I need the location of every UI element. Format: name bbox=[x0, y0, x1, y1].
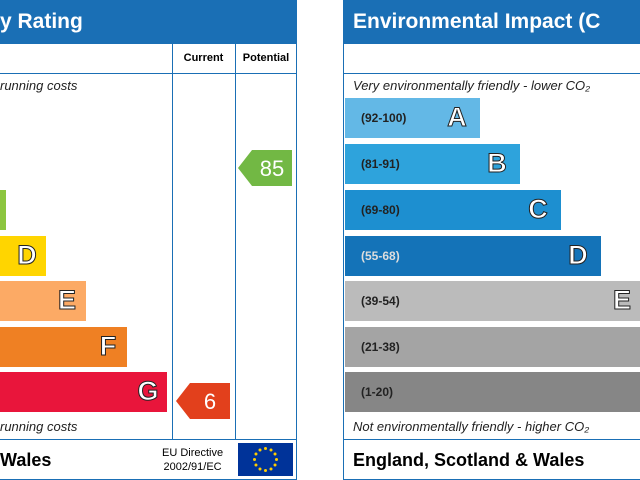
band-range: (81-91) bbox=[361, 157, 400, 171]
band-letter: G bbox=[137, 376, 159, 407]
band-letter: A bbox=[447, 102, 468, 133]
flag-star bbox=[253, 458, 256, 461]
band-range: (92-100) bbox=[361, 111, 407, 125]
flag-star bbox=[258, 467, 262, 471]
band-range: (39-54) bbox=[361, 294, 400, 308]
column-header: Potential bbox=[242, 52, 290, 64]
divider bbox=[0, 439, 297, 440]
rating-band bbox=[0, 327, 127, 367]
rating-band bbox=[0, 372, 167, 412]
eu-flag bbox=[238, 443, 293, 476]
directive: EU Directive 2002/91/EC bbox=[162, 446, 223, 474]
directive-line: 2002/91/EC bbox=[163, 461, 222, 473]
column-header: Current bbox=[183, 52, 224, 64]
flag-star bbox=[264, 447, 267, 450]
impact-band bbox=[345, 327, 640, 367]
column-line bbox=[172, 44, 173, 439]
directive-line: EU Directive bbox=[162, 447, 224, 459]
flag-star bbox=[254, 452, 258, 456]
impact-band bbox=[345, 190, 561, 230]
right-title: Environmental Impact (C bbox=[343, 0, 640, 44]
impact-band bbox=[345, 281, 640, 321]
flag-star bbox=[254, 463, 258, 467]
rating-band bbox=[0, 190, 6, 230]
divider bbox=[0, 73, 297, 74]
band-letter: E bbox=[57, 285, 76, 316]
impact-band bbox=[345, 144, 520, 184]
band-letter: C bbox=[528, 194, 549, 225]
divider bbox=[343, 439, 640, 440]
column-line bbox=[235, 44, 236, 439]
left-title: y Rating bbox=[0, 0, 297, 44]
impact-band bbox=[345, 372, 640, 412]
band-letter: D bbox=[17, 240, 38, 271]
impact-band bbox=[345, 98, 480, 138]
band-letter: F bbox=[99, 331, 117, 362]
band-range: (55-68) bbox=[361, 249, 400, 263]
impact-band bbox=[345, 236, 601, 276]
current-arrow-value: 6 bbox=[203, 389, 217, 414]
band-letter: E bbox=[612, 285, 631, 316]
potential-arrow-value: 85 bbox=[259, 156, 285, 181]
flag-star bbox=[269, 467, 273, 471]
rating-band bbox=[0, 281, 86, 321]
band-range: (69-80) bbox=[361, 203, 400, 217]
divider bbox=[343, 73, 640, 74]
flag-star bbox=[258, 448, 262, 452]
footer-region: Wales bbox=[0, 450, 52, 470]
flag-star bbox=[264, 469, 267, 472]
flag-star bbox=[269, 448, 273, 452]
footer-region: England, Scotland & Wales bbox=[353, 450, 585, 470]
band-range: (1-20) bbox=[361, 385, 394, 399]
band-letter: B bbox=[487, 148, 508, 179]
bottom-note: running costs bbox=[0, 419, 78, 434]
band-range: (21-38) bbox=[361, 340, 400, 354]
flag-star bbox=[273, 452, 277, 456]
band-letter: D bbox=[568, 240, 589, 271]
flag-star bbox=[275, 458, 278, 461]
bottom-note: Not environmentally friendly - higher CO… bbox=[353, 419, 590, 434]
top-note: running costs bbox=[0, 78, 78, 93]
flag-star bbox=[273, 463, 277, 467]
rating-band bbox=[0, 236, 46, 276]
top-note: Very environmentally friendly - lower CO… bbox=[353, 78, 591, 93]
